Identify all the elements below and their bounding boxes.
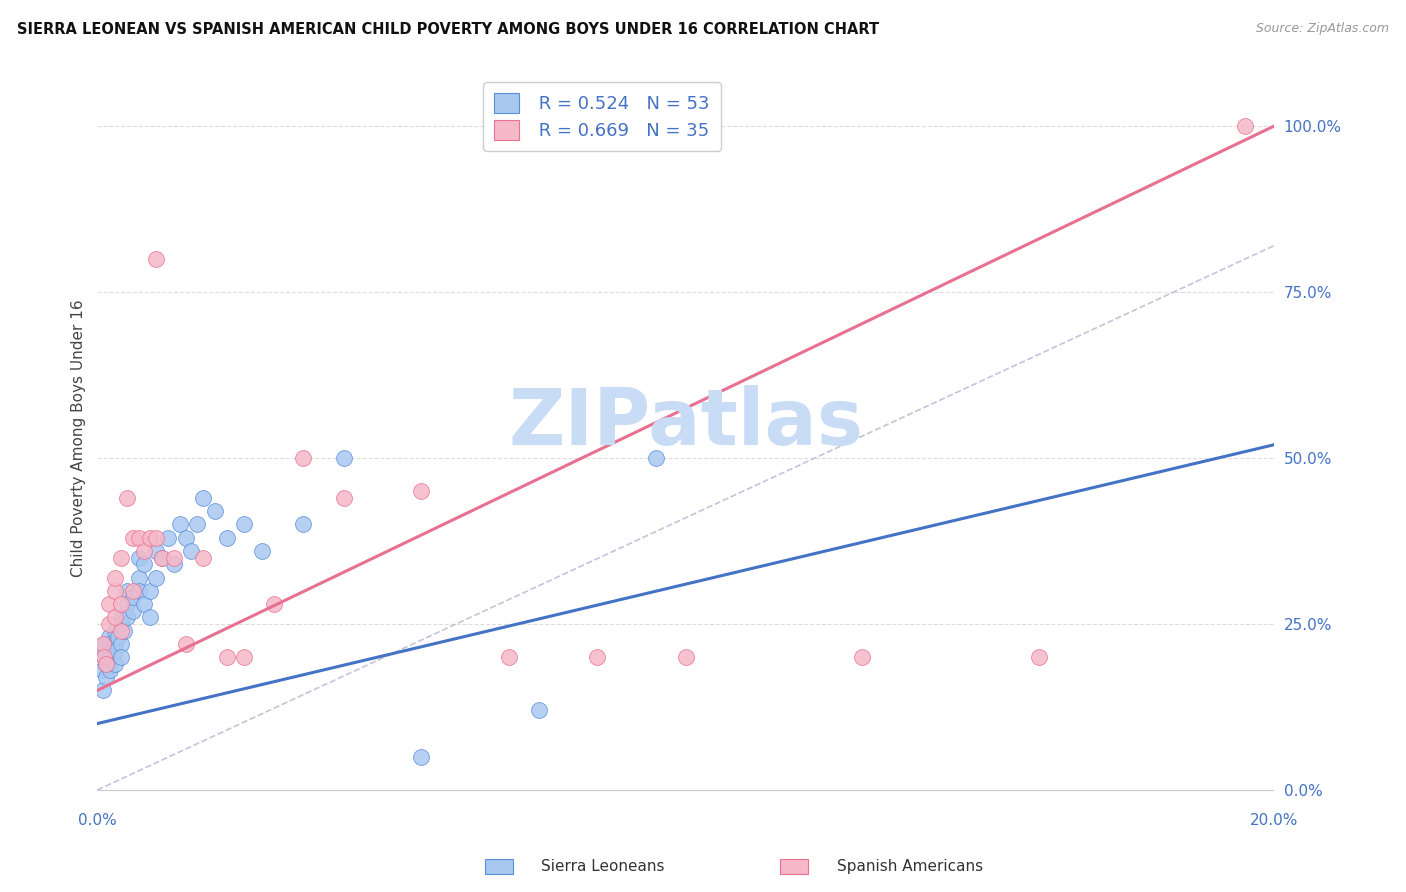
Point [98,617,121,632]
Point [498,650,520,665]
Point [250,544,273,558]
Point [112,624,135,638]
Point [121,604,143,618]
Point [101,643,124,657]
Point [96,670,118,684]
Point [1028,650,1050,665]
Point [215,650,238,665]
Text: Source: ZipAtlas.com: Source: ZipAtlas.com [1256,22,1389,36]
Point [150,550,173,565]
Point [675,650,697,665]
Y-axis label: Child Poverty Among Boys Under 16: Child Poverty Among Boys Under 16 [72,300,86,577]
Text: SIERRA LEONEAN VS SPANISH AMERICAN CHILD POVERTY AMONG BOYS UNDER 16 CORRELATION: SIERRA LEONEAN VS SPANISH AMERICAN CHILD… [17,22,879,37]
Point [139,531,162,545]
Point [104,643,127,657]
Point [145,531,167,545]
Point [110,617,132,632]
Point [851,650,873,665]
Point [145,544,167,558]
Point [98,664,121,678]
Point [104,624,127,638]
Point [104,570,127,584]
Point [139,583,162,598]
Point [91,643,114,657]
Point [104,610,127,624]
Point [233,517,256,532]
Point [174,531,197,545]
Point [110,637,132,651]
Point [156,531,179,545]
Point [121,591,143,605]
Point [96,657,118,671]
Point [163,550,186,565]
Point [94,637,117,651]
Point [150,550,173,565]
Point [128,570,150,584]
Point [115,491,138,505]
Point [111,610,134,624]
Point [110,550,132,565]
Point [186,517,208,532]
Text: Sierra Leoneans: Sierra Leoneans [541,859,665,873]
Point [134,597,156,611]
Point [115,610,138,624]
Point [193,550,215,565]
Point [104,657,127,671]
Point [115,597,138,611]
Point [121,583,143,598]
Point [110,650,132,665]
Point [91,637,114,651]
Legend:  R = 0.524   N = 53,  R = 0.669   N = 35: R = 0.524 N = 53, R = 0.669 N = 35 [482,82,721,151]
Point [115,583,138,598]
Point [96,657,118,671]
Point [409,484,432,499]
Point [586,650,609,665]
Point [174,637,197,651]
Point [104,583,127,598]
Point [233,650,256,665]
Point [169,517,191,532]
Point [645,450,668,465]
Text: ZIPatlas: ZIPatlas [508,385,863,461]
Point [98,637,121,651]
Point [263,597,285,611]
Point [134,544,156,558]
Point [91,664,114,678]
Point [409,749,432,764]
Point [128,531,150,545]
Point [193,491,215,505]
Point [180,544,202,558]
Text: Spanish Americans: Spanish Americans [837,859,983,873]
Point [163,558,186,572]
Point [121,531,143,545]
Point [98,630,121,644]
Point [104,637,127,651]
Point [204,504,226,518]
Point [292,450,315,465]
Point [527,703,550,717]
Point [134,558,156,572]
Point [110,597,132,611]
Point [128,550,150,565]
Point [93,650,115,665]
Point [128,583,150,598]
Point [292,517,315,532]
Point [1233,119,1256,133]
Point [110,624,132,638]
Point [145,252,167,266]
Point [215,531,238,545]
Point [145,570,167,584]
Point [139,610,162,624]
Point [91,683,114,698]
Point [333,491,356,505]
Point [93,650,115,665]
Point [333,450,356,465]
Point [98,650,121,665]
Point [107,630,129,644]
Point [98,597,121,611]
